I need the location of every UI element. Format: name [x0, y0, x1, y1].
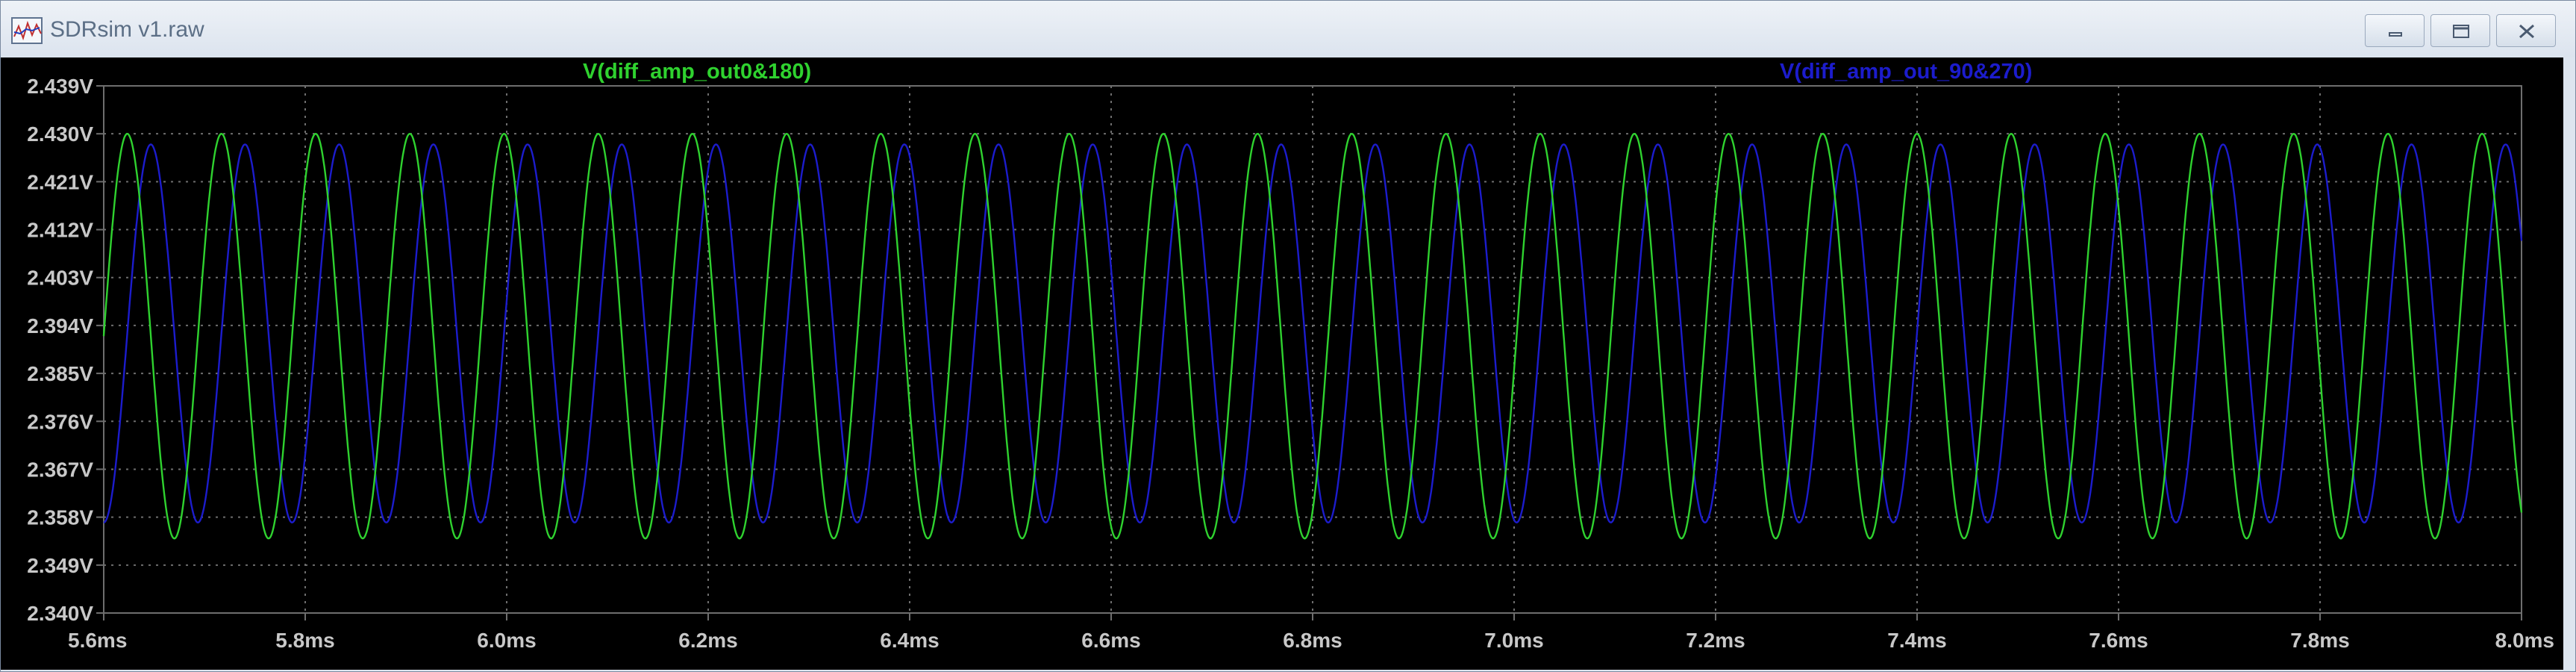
y-tick-label: 2.385V [27, 362, 93, 385]
x-tick-label: 6.2ms [678, 629, 737, 652]
close-icon [2519, 24, 2534, 39]
y-tick-label: 2.367V [27, 458, 93, 481]
close-button[interactable] [2496, 14, 2556, 47]
restore-button[interactable] [2430, 14, 2490, 47]
window-title: SDRsim v1.raw [50, 17, 204, 42]
x-tick-label: 6.4ms [880, 629, 939, 652]
waveform-app-icon [11, 17, 43, 44]
right-edge [2563, 57, 2575, 670]
trace-blue [103, 143, 2523, 524]
x-tick-label: 7.2ms [1686, 629, 1745, 652]
y-tick-label: 2.394V [27, 314, 93, 337]
y-tick-label: 2.421V [27, 170, 93, 193]
minimize-button[interactable] [2365, 14, 2425, 47]
x-tick-label: 6.8ms [1283, 629, 1342, 652]
y-tick-label: 2.403V [27, 267, 93, 290]
y-tick-label: 2.412V [27, 219, 93, 242]
x-tick-label: 6.0ms [477, 629, 536, 652]
title-bar[interactable]: SDRsim v1.raw [1, 1, 2575, 59]
x-tick-label: 6.6ms [1081, 629, 1140, 652]
y-axis-labels: 2.439V 2.430V 2.421V 2.412V 2.403V 2.394V 2.38… [27, 75, 93, 625]
trace-green [102, 132, 2523, 540]
trace-label-blue[interactable]: V(diff_amp_out_90&270) [1780, 60, 2032, 84]
x-tick-label: 5.6ms [68, 629, 127, 652]
traces [102, 132, 2523, 540]
x-axis-labels: 5.6ms 5.8ms 6.0ms 6.2ms 6.4ms 6.6ms 6.8ms 7.0ms… [68, 629, 2554, 652]
waveform-plot[interactable]: 2.439V 2.430V 2.421V 2.412V 2.403V 2.394V 2.38… [1, 57, 2563, 670]
x-tick-label: 8.0ms [2495, 629, 2554, 652]
grid [96, 85, 2522, 620]
x-tick-label: 5.8ms [275, 629, 334, 652]
x-tick-label: 7.6ms [2089, 629, 2148, 652]
y-tick-label: 2.358V [27, 506, 93, 529]
x-tick-label: 7.0ms [1484, 629, 1543, 652]
trace-label-green[interactable]: V(diff_amp_out0&180) [583, 60, 811, 84]
y-tick-label: 2.340V [27, 602, 93, 625]
x-tick-label: 7.8ms [2290, 629, 2349, 652]
plot-pane[interactable]: 2.439V 2.430V 2.421V 2.412V 2.403V 2.394V 2.38… [1, 57, 2563, 670]
y-tick-label: 2.430V [27, 122, 93, 146]
x-tick-label: 7.4ms [1887, 629, 1946, 652]
y-tick-label: 2.439V [27, 75, 93, 98]
y-tick-label: 2.376V [27, 410, 93, 433]
restore-icon [2453, 25, 2469, 38]
minimize-icon [2389, 32, 2402, 37]
y-tick-label: 2.349V [27, 554, 93, 577]
